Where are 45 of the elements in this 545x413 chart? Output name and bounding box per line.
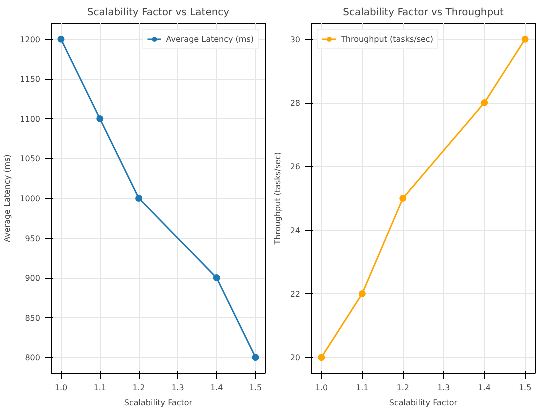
x-tick-label: 1.3 xyxy=(172,384,184,392)
y-tick-label: 900 xyxy=(25,274,41,284)
x-tick-label: 1.0 xyxy=(54,384,68,392)
x-tick-label: 1.5 xyxy=(249,384,262,392)
x-tick-label: 1.2 xyxy=(132,384,146,392)
y-tick-label: 22 xyxy=(290,290,301,299)
y-tick-label: 800 xyxy=(25,354,41,363)
y-tick-label: 1150 xyxy=(20,75,40,84)
y-tick-label: 1050 xyxy=(20,154,40,164)
y-tick-label: 1100 xyxy=(20,114,40,124)
x-tick-label: 1.5 xyxy=(518,384,532,392)
y-tick-label: 1200 xyxy=(20,35,40,44)
y-axis-title: Average Latency (ms) xyxy=(3,154,12,242)
chart-title: Scalability Factor vs Latency xyxy=(87,8,230,18)
point xyxy=(522,36,529,43)
y-tick-label: 26 xyxy=(290,162,301,172)
point xyxy=(252,354,260,362)
y-tick-label: 1000 xyxy=(20,194,40,204)
x-tick-label: 1.2 xyxy=(396,384,410,392)
x-tick-label: 1.3 xyxy=(438,384,450,392)
x-axis-title: Scalability Factor xyxy=(124,398,194,408)
x-tick-label: 1.4 xyxy=(210,384,224,392)
legend-label: Average Latency (ms) xyxy=(166,34,254,44)
point xyxy=(358,290,366,298)
point xyxy=(213,274,220,282)
point xyxy=(318,354,326,362)
point xyxy=(96,115,104,122)
y-tick-label: 30 xyxy=(290,35,301,44)
y-tick-label: 20 xyxy=(290,354,301,363)
point xyxy=(136,195,143,202)
x-tick-label: 1.1 xyxy=(94,384,107,392)
point xyxy=(58,36,65,43)
x-tick-label: 1.0 xyxy=(315,384,328,392)
chart-title: Scalability Factor vs Throughput xyxy=(343,8,504,18)
y-axis-title: Throughput (tasks/sec) xyxy=(273,152,282,246)
x-tick-label: 1.1 xyxy=(356,384,369,392)
y-tick-label: 850 xyxy=(25,314,41,323)
x-tick-label: 1.4 xyxy=(478,384,491,392)
point xyxy=(481,100,488,107)
x-axis-title: Scalability Factor xyxy=(389,398,458,408)
legend-label: Throughput (tasks/sec) xyxy=(341,34,434,44)
y-tick-label: 24 xyxy=(290,226,301,236)
point xyxy=(400,195,407,202)
y-tick-label: 28 xyxy=(290,99,301,108)
y-tick-label: 950 xyxy=(25,234,41,244)
